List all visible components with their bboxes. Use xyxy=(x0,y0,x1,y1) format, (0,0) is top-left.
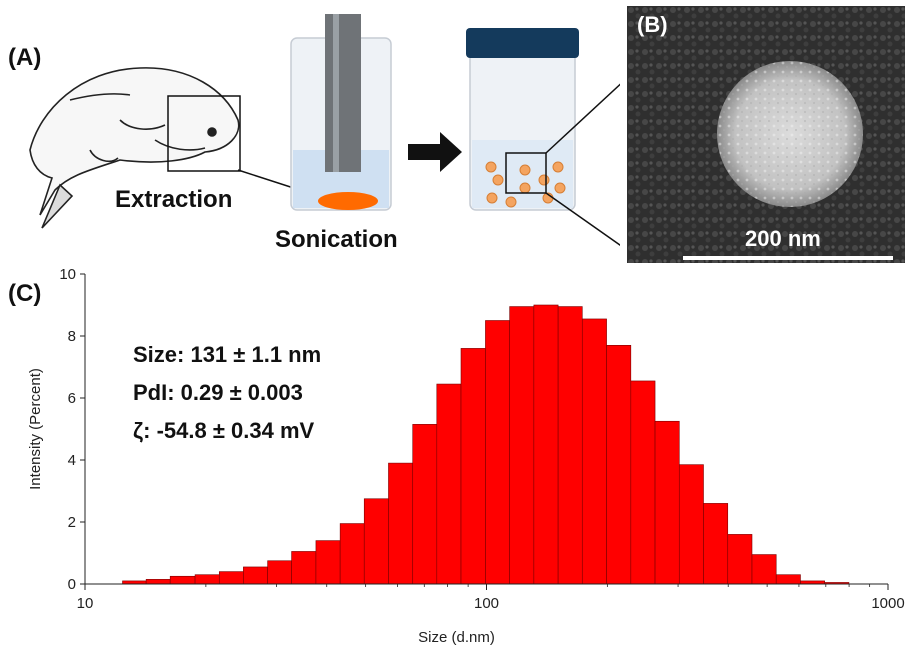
y-tick-label: 8 xyxy=(68,328,76,345)
y-tick-label: 6 xyxy=(68,390,76,407)
panel-a-label: (A) xyxy=(8,44,42,71)
histogram-bar xyxy=(485,320,510,585)
zoom-box xyxy=(505,152,547,194)
histogram-bar xyxy=(775,574,801,585)
process-arrow xyxy=(408,132,462,172)
histogram-bar xyxy=(533,304,559,585)
schematic-illustration xyxy=(29,14,620,246)
stat-zeta: ζ: -54.8 ± 0.34 mV xyxy=(133,418,315,443)
histogram-bar xyxy=(606,345,632,585)
scale-bar xyxy=(683,256,893,260)
histogram-bar xyxy=(291,551,317,585)
x-tick-label: 100 xyxy=(474,595,499,612)
histogram-bar xyxy=(388,462,414,585)
x-tick-label: 1000 xyxy=(871,595,904,612)
histogram-bar xyxy=(412,424,438,585)
y-tick-label: 2 xyxy=(68,514,76,531)
nanoparticle-jar xyxy=(466,28,620,246)
zoom-line-bottom xyxy=(545,192,620,246)
x-axis-title: Size (d.nm) xyxy=(418,629,495,646)
histogram-bar xyxy=(267,560,292,585)
histogram-bar xyxy=(169,575,196,585)
schematic-panel: (A) xyxy=(0,0,620,265)
histogram-bar xyxy=(630,380,656,585)
histogram-bar xyxy=(194,574,220,585)
sonication-vial xyxy=(290,14,392,211)
y-tick-label: 4 xyxy=(68,452,76,469)
y-tick-label: 10 xyxy=(59,266,76,283)
histogram-bar xyxy=(678,464,704,585)
histogram-bar xyxy=(363,498,389,585)
histogram-bar xyxy=(509,306,535,585)
tem-image xyxy=(627,6,905,263)
stat-pdi: PdI: 0.29 ± 0.003 xyxy=(133,380,303,405)
stat-size: Size: 131 ± 1.1 nm xyxy=(133,342,322,367)
histogram-bar xyxy=(703,503,729,585)
extraction-label: Extraction xyxy=(115,186,233,213)
histogram-bar xyxy=(315,540,341,585)
panel-c-label: (C) xyxy=(8,280,42,307)
scale-bar-label: 200 nm xyxy=(745,226,821,251)
histogram-bar xyxy=(436,383,462,585)
y-axis-title: Intensity (Percent) xyxy=(27,368,44,490)
extraction-box xyxy=(167,95,241,172)
y-tick-label: 0 xyxy=(68,576,76,593)
histogram-bar xyxy=(581,318,607,585)
tem-micrograph: (B) 200 nm xyxy=(627,6,905,263)
histogram-svg: 0 2 4 6 8 10 10 100 1000 Size (d.nm) Intensity (Pe… xyxy=(27,266,905,646)
extract-blob xyxy=(318,192,378,210)
histogram-bar xyxy=(243,566,268,585)
panel-b-label: (B) xyxy=(637,12,668,37)
histogram-bar xyxy=(460,348,486,585)
histogram-bar xyxy=(727,534,753,585)
histogram-bar xyxy=(557,306,583,585)
histogram-bar xyxy=(654,420,680,585)
salmon-icon xyxy=(29,67,240,229)
histogram-bar xyxy=(145,579,171,585)
size-distribution-chart: (C) 0 2 4 6 8 10 10 100 1000 Size (d.nm) Intensity… xyxy=(0,262,909,648)
histogram-bar xyxy=(218,571,244,585)
sonication-label: Sonication xyxy=(275,226,398,253)
x-tick-label: 10 xyxy=(77,595,94,612)
histogram-bar xyxy=(751,554,777,585)
histogram-bar xyxy=(339,523,365,585)
zoom-line-top xyxy=(545,83,620,154)
